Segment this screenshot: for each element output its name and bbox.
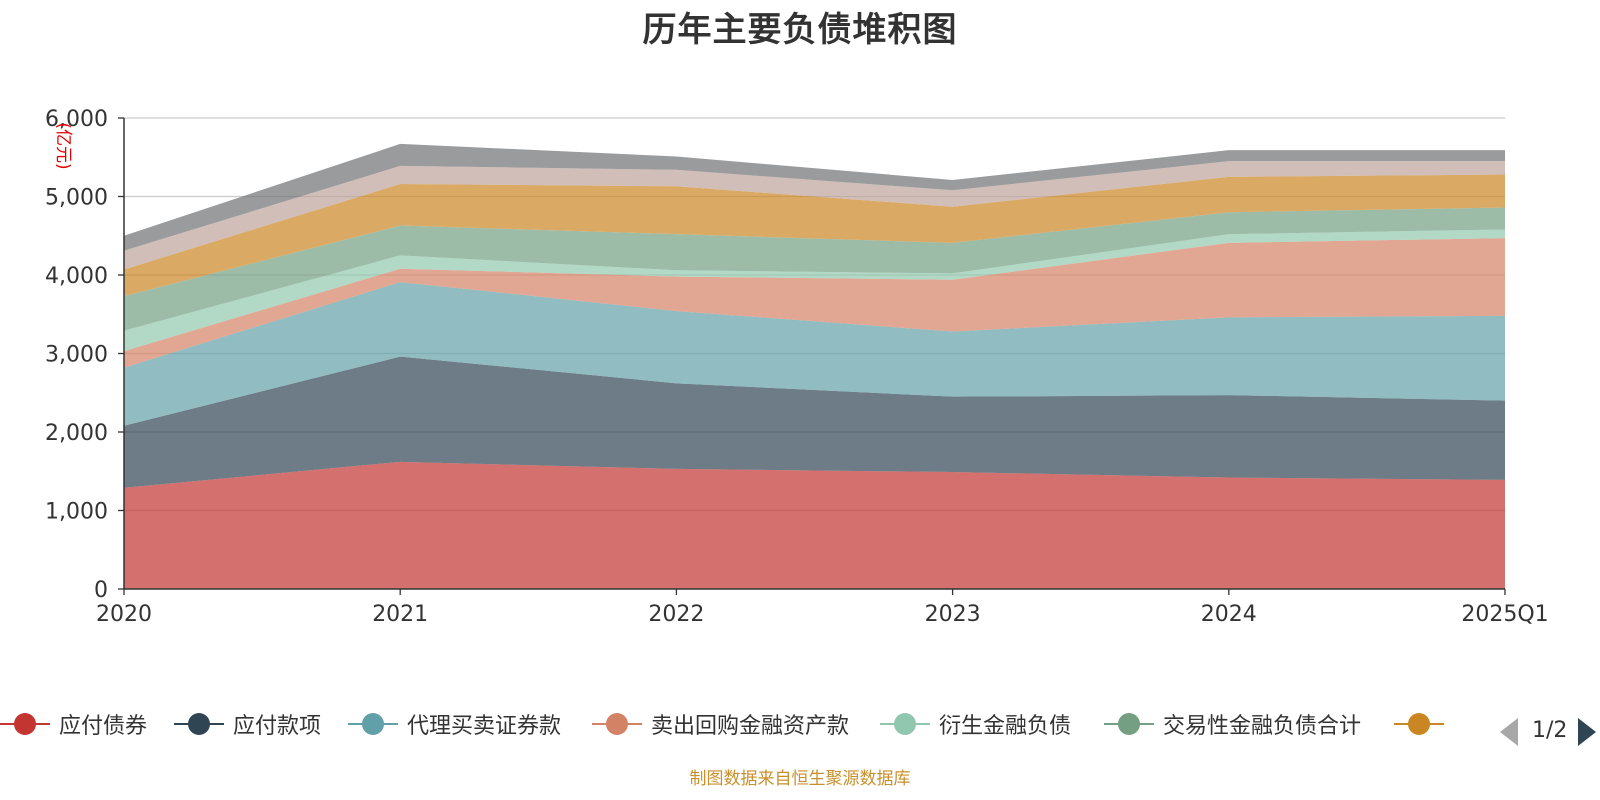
legend-item[interactable]: 衍生金融负债	[880, 706, 1071, 742]
legend-marker-icon	[174, 712, 224, 736]
legend: 应付债券 应付款项 代理买卖证券款 卖出回购金融资产款 衍生金融负债 交易性金融负债合计	[0, 706, 1600, 742]
legend-label: 应付债券	[59, 714, 148, 739]
y-tick-label: 4,000	[45, 264, 108, 289]
legend-marker-icon	[592, 712, 642, 736]
legend-item[interactable]: 卖出回购金融资产款	[592, 706, 849, 742]
y-tick-label: 3,000	[45, 343, 108, 368]
y-tick-label: 2,000	[45, 421, 108, 446]
legend-marker-icon	[0, 712, 50, 736]
chart-title: 历年主要负债堆积图	[642, 10, 958, 50]
legend-item[interactable]: 代理买卖证券款	[348, 706, 561, 742]
y-tick-label: 0	[94, 578, 108, 603]
legend-label: 应付款项	[233, 714, 322, 739]
legend-item[interactable]: 应付债券	[0, 706, 147, 742]
legend-marker-icon	[1394, 712, 1444, 736]
y-axis-label: (亿元)	[53, 122, 73, 169]
legend-marker-icon	[348, 712, 398, 736]
legend-label: 卖出回购金融资产款	[651, 714, 850, 739]
legend-item[interactable]: 交易性金融负债合计	[1104, 706, 1361, 742]
legend-page-indicator: 1/2	[1532, 718, 1568, 743]
legend-label: 代理买卖证券款	[407, 714, 562, 739]
legend-pager: 1/2	[1500, 718, 1596, 752]
legend-label: 交易性金融负债合计	[1163, 714, 1362, 739]
area-series-3[interactable]	[124, 282, 1505, 426]
area-series-4[interactable]	[124, 238, 1505, 368]
area-series-9[interactable]	[124, 143, 1505, 251]
x-tick-label: 2021	[372, 602, 428, 627]
area-series	[124, 143, 1505, 589]
area-series-8[interactable]	[124, 161, 1505, 270]
x-tick-label: 2025Q1	[1461, 602, 1548, 627]
x-tick-label: 2020	[96, 602, 152, 627]
y-tick-labels: 0 1,000 2,000 3,000 4,000 5,000 6,000	[45, 107, 124, 603]
y-tick-label: 5,000	[45, 186, 108, 211]
legend-marker-icon	[1104, 712, 1154, 736]
x-tick-label: 2023	[925, 602, 981, 627]
data-source-note: 制图数据来自恒生聚源数据库	[689, 769, 911, 789]
stacked-area-chart: 0 1,000 2,000 3,000 4,000 5,000 6,000 2020 2021…	[45, 107, 1549, 627]
y-tick-label: 1,000	[45, 500, 108, 525]
x-tick-label: 2022	[648, 602, 704, 627]
legend-marker-icon	[880, 712, 930, 736]
legend-next-icon[interactable]	[1578, 718, 1596, 746]
legend-item[interactable]	[1394, 706, 1444, 742]
legend-prev-icon[interactable]	[1500, 718, 1518, 746]
area-series-7[interactable]	[124, 174, 1505, 297]
area-series-6[interactable]	[124, 207, 1505, 331]
y-tick-label: 6,000	[45, 107, 108, 132]
area-series-2[interactable]	[124, 356, 1505, 488]
x-tick-label: 2024	[1201, 602, 1257, 627]
area-series-1[interactable]	[124, 461, 1505, 589]
legend-item[interactable]: 应付款项	[174, 706, 321, 742]
x-tick-labels: 2020 2021 2022 2023 2024 2025Q1	[96, 589, 1549, 627]
area-series-5[interactable]	[124, 229, 1505, 352]
legend-label: 衍生金融负债	[939, 714, 1072, 739]
